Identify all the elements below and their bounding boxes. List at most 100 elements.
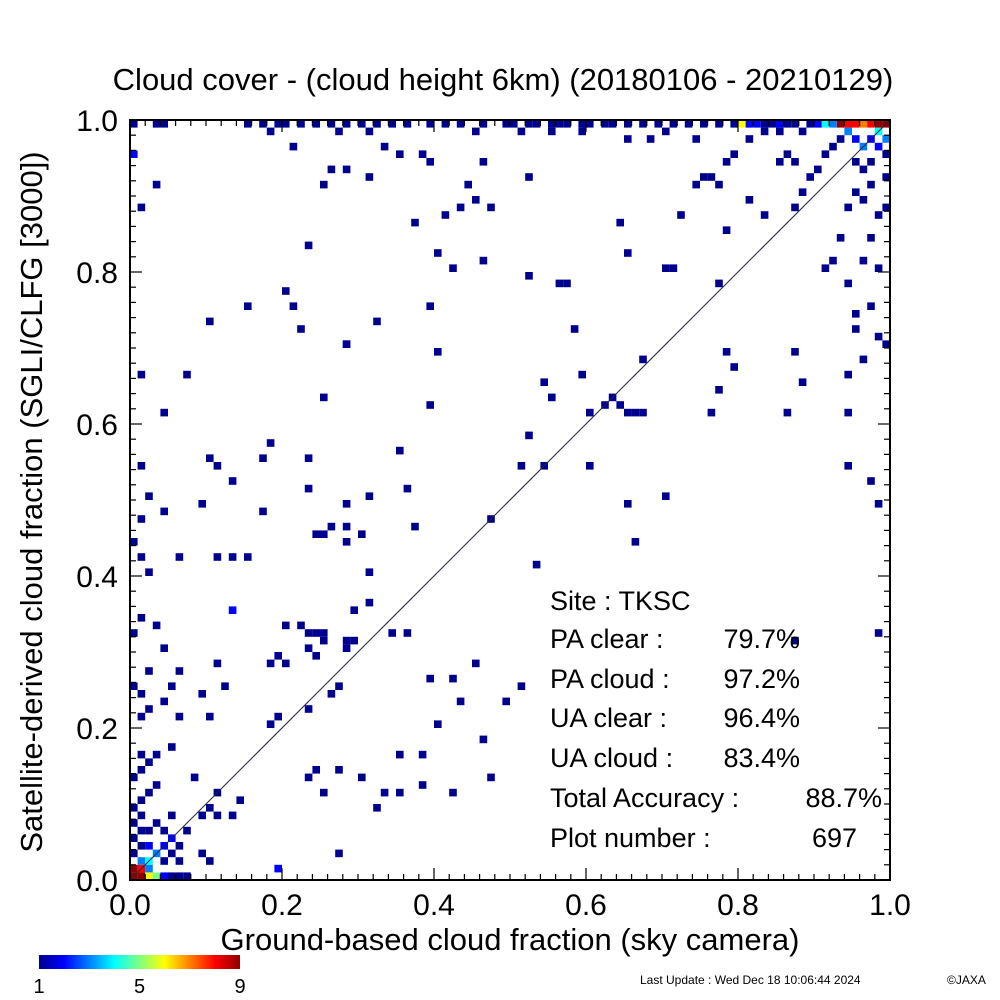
heatmap-cell	[616, 218, 624, 227]
heatmap-cell	[525, 173, 533, 181]
heatmap-cell	[852, 188, 860, 196]
heatmap-cell	[867, 477, 875, 485]
heatmap-cell	[540, 378, 548, 386]
heatmap-cell	[479, 735, 488, 744]
heatmap-cell	[760, 127, 769, 136]
heatmap-cell	[829, 142, 837, 151]
heatmap-cell	[396, 150, 404, 158]
heatmap-cell	[137, 811, 146, 820]
heatmap-cell	[692, 135, 700, 143]
heatmap-cell	[722, 348, 731, 356]
heatmap-cell	[168, 872, 176, 880]
heatmap-cell	[844, 120, 852, 128]
heatmap-cell	[624, 500, 632, 508]
heatmap-cell	[312, 530, 320, 538]
heatmap-cell	[783, 150, 792, 158]
heatmap-cell	[722, 226, 731, 234]
heatmap-cell	[266, 659, 275, 668]
heatmap-cell	[608, 120, 617, 128]
y-tick-label: 0.6	[76, 409, 118, 442]
heatmap-cell	[160, 120, 168, 128]
heatmap-cell	[472, 127, 480, 136]
heatmap-cell	[206, 804, 214, 812]
heatmap-cell	[874, 264, 883, 272]
heatmap-cell	[874, 629, 883, 637]
heatmap-cell	[776, 120, 784, 128]
heatmap-cell	[365, 568, 374, 576]
heatmap-cell	[213, 462, 222, 470]
heatmap-cell	[852, 120, 860, 128]
heatmap-cell	[137, 857, 146, 865]
stat-label: Plot number :	[550, 823, 711, 853]
stat-value: 88.7%	[805, 783, 882, 813]
heatmap-cell	[236, 796, 244, 804]
heatmap-cell	[175, 667, 184, 675]
heatmap-cell	[639, 120, 647, 128]
heatmap-cell	[502, 120, 510, 128]
heatmap-cell	[456, 120, 465, 128]
heatmap-cell	[669, 264, 678, 272]
heatmap-cell	[244, 120, 252, 128]
heatmap-cell	[472, 196, 480, 204]
stat-label: Site : TKSC	[550, 586, 691, 616]
heatmap-cell	[380, 142, 389, 151]
heatmap-cell	[228, 477, 237, 485]
y-axis-label: Satellite-derived cloud fraction (SGLI/C…	[14, 151, 49, 852]
heatmap-cell	[259, 120, 267, 128]
heatmap-cell	[418, 781, 427, 789]
heatmap-cell	[274, 864, 282, 873]
heatmap-cell	[304, 454, 313, 462]
heatmap-cell	[867, 120, 875, 128]
heatmap-cell	[874, 142, 883, 151]
heatmap-cell	[342, 644, 351, 652]
heatmap-cell	[342, 120, 351, 128]
heatmap-cell	[282, 659, 290, 668]
heatmap-cell	[137, 766, 146, 774]
heatmap-cell	[624, 249, 632, 257]
heatmap-cell	[715, 279, 723, 288]
heatmap-cell	[730, 150, 738, 158]
heatmap-cell	[282, 287, 290, 295]
copyright-text: ©JAXA	[947, 973, 986, 987]
heatmap-cell	[456, 203, 465, 212]
heatmap-cell	[342, 165, 351, 174]
heatmap-cell	[130, 804, 138, 812]
heatmap-cell	[821, 120, 830, 128]
heatmap-cell	[434, 348, 442, 356]
heatmap-cell	[570, 325, 579, 333]
heatmap-cell	[380, 788, 389, 797]
heatmap-cell	[411, 218, 419, 227]
heatmap-cell	[586, 408, 594, 417]
heatmap-cell	[373, 120, 381, 128]
heatmap-cell	[418, 750, 427, 759]
heatmap-cell	[783, 408, 792, 417]
heatmap-cell	[373, 317, 381, 326]
heatmap-cell	[137, 750, 146, 759]
heatmap-cell	[434, 720, 442, 728]
heatmap-cell	[852, 325, 860, 333]
heatmap-cell	[563, 120, 571, 128]
heatmap-cell	[563, 279, 571, 288]
heatmap-cell	[221, 682, 229, 690]
heatmap-cell	[130, 629, 138, 637]
heatmap-cell	[821, 264, 830, 272]
heatmap-cell	[130, 834, 138, 842]
heatmap-cell	[411, 522, 419, 531]
heatmap-cell	[624, 120, 632, 128]
heatmap-cell	[768, 120, 776, 128]
heatmap-cell	[882, 340, 890, 348]
heatmap-cell	[152, 781, 161, 789]
heatmap-cell	[137, 614, 146, 622]
heatmap-cell	[160, 507, 168, 516]
heatmap-cell	[791, 158, 799, 166]
stat-label: PA cloud :	[550, 664, 670, 694]
heatmap-cell	[198, 849, 206, 858]
heatmap-cell	[715, 120, 723, 128]
x-tick-label: 0.2	[261, 889, 303, 922]
heatmap-cell	[183, 826, 191, 835]
heatmap-cell	[882, 173, 890, 181]
heatmap-cell	[304, 484, 313, 493]
heatmap-cell	[836, 135, 845, 143]
heatmap-cell	[206, 454, 214, 462]
